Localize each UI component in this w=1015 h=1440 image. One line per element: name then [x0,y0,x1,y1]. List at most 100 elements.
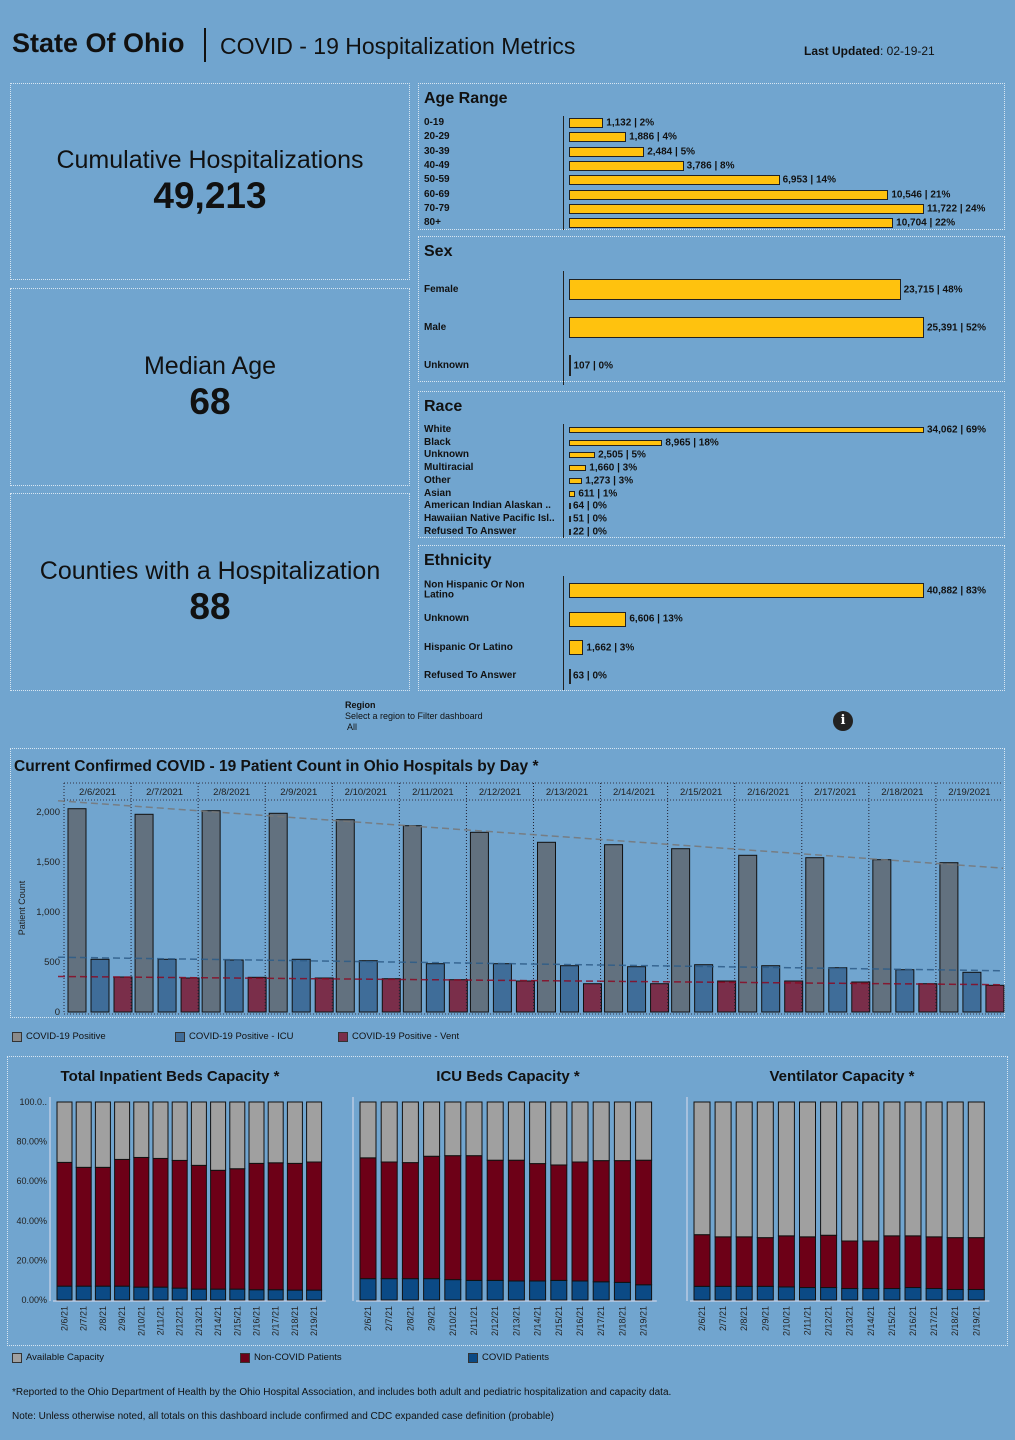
bar-row[interactable]: 60-69 10,546 | 21% [424,189,1004,200]
legend-item[interactable]: COVID-19 Positive [12,1031,106,1042]
stacked-segment-available-capacity [401,1101,419,1164]
kpi-label: Median Age [143,351,277,380]
bar-row[interactable]: White 34,062 | 69% [424,425,1004,436]
stacked-segment-non-covid-patients [967,1237,985,1291]
stacked-segment-non-covid-patients [550,1164,568,1281]
date-header: 2/7/2021 [146,787,183,798]
bar-value: 1,886 | 4% [629,131,677,143]
page-subtitle: COVID - 19 Hospitalization Metrics [220,33,576,59]
date-header: 2/11/2021 [412,787,454,798]
stacked-segment-available-capacity [613,1101,631,1162]
stacked-segment-available-capacity [571,1101,589,1163]
legend-item[interactable]: COVID-19 Positive - Vent [338,1031,459,1042]
trend-line [57,975,1004,986]
bar-row[interactable]: Other 1,273 | 3% [424,475,1004,486]
region-filter[interactable]: Region Select a region to Filter dashboar… [345,700,483,733]
stacked-segment-non-covid-patients [286,1162,303,1291]
bar-label: 30-39 [424,146,450,157]
bar [569,465,587,472]
footnote-reported: *Reported to the Ohio Department of Heal… [12,1387,672,1398]
bar-covid-19-positive-vent [784,980,804,1013]
bar-label: Black [424,437,451,448]
legend-item[interactable]: COVID Patients [468,1352,549,1363]
bar-covid-19-positive-vent [851,981,871,1013]
bar-value: 10,546 | 21% [891,189,951,200]
bar-row[interactable]: Male 25,391 | 52% [424,317,1004,338]
legend-swatch [175,1031,185,1042]
region-select[interactable]: All [347,722,358,732]
legend-item[interactable]: COVID-19 Positive - ICU [175,1031,294,1042]
stacked-segment-available-capacity [133,1101,150,1158]
x-tick-label: 2/10/21 [781,1306,791,1336]
bar-row[interactable]: Unknown 6,606 | 13% [424,611,1004,627]
stacked-segment-available-capacity [423,1101,441,1157]
legend-item[interactable]: Non-COVID Patients [240,1352,342,1363]
bar-covid-19-positive-vent [180,977,200,1013]
stacked-segment-non-covid-patients [592,1160,610,1283]
bar-row[interactable]: 80+ 10,704 | 22% [424,218,1004,229]
bar-row[interactable]: Black 8,965 | 18% [424,437,1004,448]
x-tick-label: 2/19/21 [971,1306,981,1336]
bar-label: Male [424,322,447,333]
x-tick-label: 2/16/21 [575,1306,585,1336]
date-header: 2/17/2021 [814,787,856,798]
bar-row[interactable]: Unknown 2,505 | 5% [424,450,1004,461]
bar [569,611,627,627]
capacity-chart-title: Total Inpatient Beds Capacity * [61,1068,280,1085]
bar-covid-19-positive-icu [157,958,177,1013]
bar-row[interactable]: 0-19 1,132 | 2% [424,118,1004,129]
bar-row[interactable]: Refused To Answer 22 | 0% [424,526,1004,537]
daily-chart-title: Current Confirmed COVID - 19 Patient Cou… [14,758,539,775]
stacked-segment-available-capacity [904,1101,922,1237]
age-range-panel: Age Range 0-19 1,132 | 2% 20-29 1,886 | 4% 30… [418,83,1005,231]
bar-row[interactable]: 50-59 6,953 | 14% [424,175,1004,186]
stacked-segment-available-capacity [756,1101,774,1239]
y-tick-label: 1,500 [36,857,60,868]
stacked-segment-covid-patients [267,1289,284,1301]
bar-row[interactable]: 40-49 3,786 | 8% [424,160,1004,171]
bar-row[interactable]: Asian 611 | 1% [424,488,1004,499]
stacked-segment-available-capacity [190,1101,207,1166]
stacked-segment-non-covid-patients [820,1234,838,1289]
legend-item[interactable]: Available Capacity [12,1352,104,1363]
stacked-segment-non-covid-patients [423,1155,441,1280]
x-tick-label: 2/8/21 [405,1306,415,1331]
bar-covid-19-positive-icu [761,965,781,1013]
bar-covid-19-positive-vent [650,983,670,1013]
stacked-segment-available-capacity [883,1101,901,1237]
stacked-segment-non-covid-patients [925,1236,943,1290]
stacked-segment-covid-patients [613,1281,631,1301]
bar-value: 107 | 0% [573,360,613,371]
stacked-segment-non-covid-patients [904,1235,922,1289]
bar-covid-19-positive-vent [515,980,535,1013]
bar-row[interactable]: Non Hispanic Or Non Latino 40,882 | 83% [424,580,1004,600]
stacked-segment-non-covid-patients [799,1236,816,1289]
bar-value: 25,391 | 52% [927,322,986,333]
bar-covid-19-positive [469,831,489,1013]
stacked-segment-non-covid-patients [152,1157,169,1288]
stacked-segment-non-covid-patients [359,1157,377,1280]
info-icon[interactable]: i [833,711,853,731]
bar-row[interactable]: 70-79 11,722 | 24% [424,203,1004,214]
stacked-segment-covid-patients [799,1287,816,1301]
bar-row[interactable]: Female 23,715 | 48% [424,279,1004,300]
bar-row[interactable]: Refused To Answer 63 | 0% [424,668,1004,684]
y-tick-label: 100.0.. [19,1097,47,1107]
bar-covid-19-positive [939,862,959,1013]
stacked-segment-available-capacity [75,1101,92,1168]
bar-row[interactable]: Unknown 107 | 0% [424,355,1004,376]
stacked-segment-available-capacity [777,1101,795,1237]
stacked-segment-covid-patients [486,1279,504,1301]
x-tick-label: 2/12/21 [175,1306,185,1336]
stacked-segment-available-capacity [286,1101,303,1164]
bar [569,146,645,157]
bar-row[interactable]: Hawaiian Native Pacific Isl.. 51 | 0% [424,513,1004,524]
stacked-segment-covid-patients [190,1288,207,1301]
bar-row[interactable]: Hispanic Or Latino 1,662 | 3% [424,640,1004,655]
bar-row[interactable]: American Indian Alaskan .. 64 | 0% [424,501,1004,512]
y-tick-label: 0 [55,1007,60,1018]
bar-row[interactable]: Multiracial 1,660 | 3% [424,463,1004,474]
bar [569,503,571,510]
bar-row[interactable]: 30-39 2,484 | 5% [424,146,1004,157]
bar-row[interactable]: 20-29 1,886 | 4% [424,131,1004,143]
